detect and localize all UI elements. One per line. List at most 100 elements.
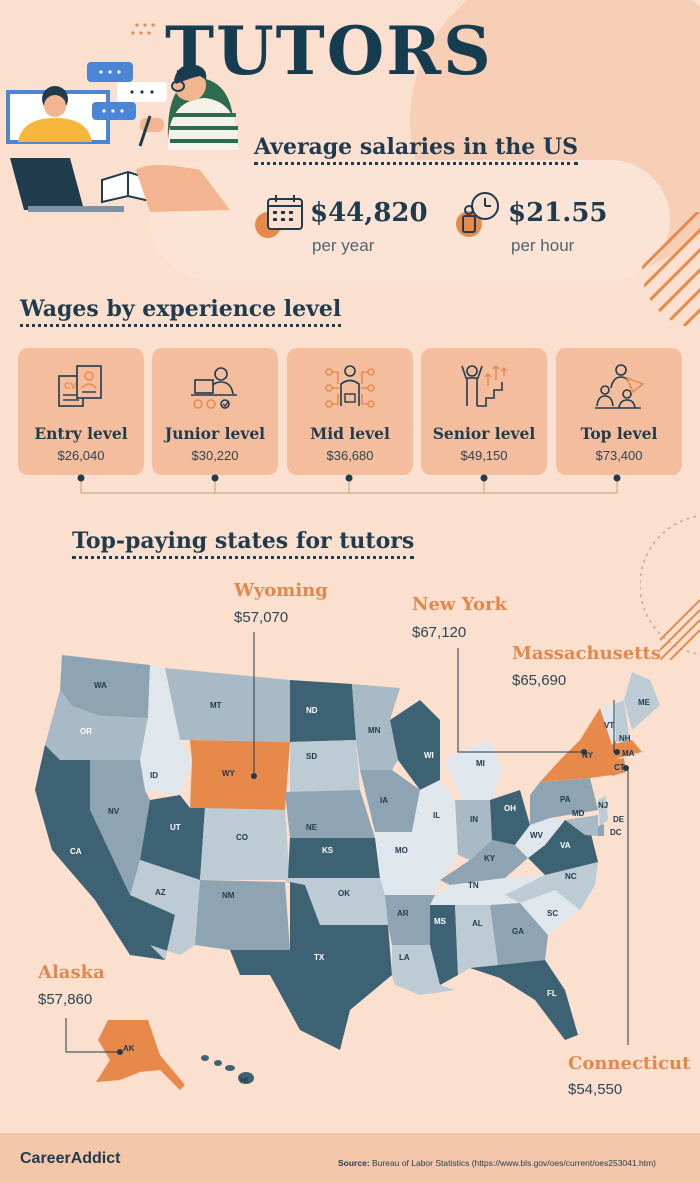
yearly-salary-unit: per year bbox=[312, 236, 375, 255]
state-label: AZ bbox=[155, 888, 166, 897]
state-label: DC bbox=[610, 828, 622, 837]
callout-massachusetts-value: $65,690 bbox=[512, 672, 567, 689]
state-id bbox=[140, 665, 192, 795]
striped-circle-decoration bbox=[642, 212, 700, 328]
state-ny bbox=[540, 708, 618, 782]
experience-heading: Wages by experience level bbox=[20, 296, 342, 327]
state-label: OK bbox=[338, 889, 350, 898]
state-label: TX bbox=[314, 953, 325, 962]
state-label: AL bbox=[472, 919, 483, 928]
state-az bbox=[130, 860, 200, 960]
state-ct bbox=[612, 758, 626, 776]
experience-connector bbox=[77, 474, 621, 494]
state-nm bbox=[195, 880, 290, 950]
experience-label: Senior level bbox=[432, 424, 536, 443]
state-de bbox=[598, 824, 604, 836]
experience-label: Top level bbox=[580, 424, 658, 443]
state-label: IL bbox=[433, 811, 440, 820]
state-label: SD bbox=[306, 752, 317, 761]
state-label: MA bbox=[622, 749, 635, 758]
yearly-salary-value: $44,820 bbox=[310, 198, 428, 228]
state-sd bbox=[290, 740, 360, 792]
state-ok bbox=[285, 878, 388, 925]
experience-wage: $73,400 bbox=[595, 448, 643, 463]
tutoring-illustration bbox=[6, 23, 239, 212]
state-tx bbox=[230, 882, 392, 1050]
callout-alaska-name: Alaska bbox=[38, 962, 105, 983]
state-nj bbox=[598, 796, 608, 826]
state-label: MI bbox=[476, 759, 485, 768]
striped-circle-decoration-2 bbox=[660, 599, 700, 660]
state-nc bbox=[505, 862, 598, 910]
clock-person-icon bbox=[456, 192, 499, 237]
state-label: MD bbox=[572, 809, 585, 818]
state-label: NV bbox=[108, 807, 120, 816]
state-label: IN bbox=[470, 815, 478, 824]
state-label: AR bbox=[397, 909, 409, 918]
source-label: Source: bbox=[338, 1158, 370, 1168]
state-label: LA bbox=[399, 953, 410, 962]
state-nv bbox=[90, 760, 150, 895]
state-label: OR bbox=[80, 727, 92, 736]
calendar-icon bbox=[255, 195, 303, 238]
experience-wage: $26,040 bbox=[57, 448, 105, 463]
state-label: WV bbox=[530, 831, 544, 840]
cv-document-icon: CV bbox=[58, 365, 102, 407]
state-label: IA bbox=[380, 796, 388, 805]
state-ar bbox=[385, 895, 435, 945]
state-label: VA bbox=[560, 841, 571, 850]
state-in bbox=[455, 800, 492, 860]
hourly-salary-unit: per hour bbox=[511, 236, 575, 255]
state-mi bbox=[445, 740, 502, 800]
state-label: MN bbox=[368, 726, 381, 735]
states-heading: Top-paying states for tutors bbox=[72, 528, 415, 559]
callout-connecticut-name: Connecticut bbox=[568, 1053, 691, 1074]
state-label: NJ bbox=[598, 801, 608, 810]
state-label: VT bbox=[604, 721, 614, 730]
experience-card-entry: CV Entry level $26,040 bbox=[18, 348, 144, 475]
callout-alaska-value: $57,860 bbox=[38, 991, 93, 1008]
state-al bbox=[455, 905, 498, 975]
state-label: SC bbox=[547, 909, 558, 918]
state-co bbox=[200, 808, 290, 880]
state-wy bbox=[190, 740, 290, 810]
state-nh bbox=[615, 700, 630, 742]
footer bbox=[0, 1133, 700, 1183]
state-label: WI bbox=[424, 751, 434, 760]
leader-team-icon bbox=[595, 364, 645, 409]
state-wa bbox=[60, 655, 150, 718]
state-label: MS bbox=[434, 917, 447, 926]
hourly-salary-value: $21.55 bbox=[508, 198, 608, 228]
state-label: MT bbox=[210, 701, 222, 710]
callout-new-york-name: New York bbox=[412, 594, 507, 615]
state-la bbox=[392, 945, 455, 995]
state-label: PA bbox=[560, 795, 571, 804]
callout-massachusetts-name: Massachusetts bbox=[512, 643, 662, 664]
state-label: MO bbox=[395, 846, 408, 855]
state-ne bbox=[285, 790, 375, 838]
state-pa bbox=[530, 778, 598, 825]
state-label: UT bbox=[170, 823, 181, 832]
career-addict-logo[interactable]: CareerAddict bbox=[20, 1150, 121, 1167]
state-label: TN bbox=[468, 881, 479, 890]
experience-wage: $49,150 bbox=[460, 448, 508, 463]
state-label: NC bbox=[565, 872, 577, 881]
state-mn bbox=[352, 684, 400, 770]
state-ca bbox=[35, 745, 175, 960]
source-text[interactable]: Bureau of Labor Statistics (https://www.… bbox=[372, 1158, 656, 1168]
state-me bbox=[624, 672, 660, 730]
state-mt bbox=[165, 668, 290, 742]
experience-label: Junior level bbox=[164, 424, 266, 443]
climbing-stairs-icon bbox=[461, 364, 508, 407]
state-label: OH bbox=[504, 804, 516, 813]
experience-wage: $30,220 bbox=[191, 448, 239, 463]
background-blob-center bbox=[150, 160, 670, 280]
experience-card-top: Top level $73,400 bbox=[556, 348, 682, 475]
experience-card-mid: Mid level $36,680 bbox=[287, 348, 413, 475]
state-label: NY bbox=[582, 751, 594, 760]
state-ky bbox=[440, 840, 528, 885]
callout-wyoming-name: Wyoming bbox=[234, 580, 328, 601]
state-ms bbox=[430, 905, 458, 985]
state-wv bbox=[515, 818, 565, 858]
